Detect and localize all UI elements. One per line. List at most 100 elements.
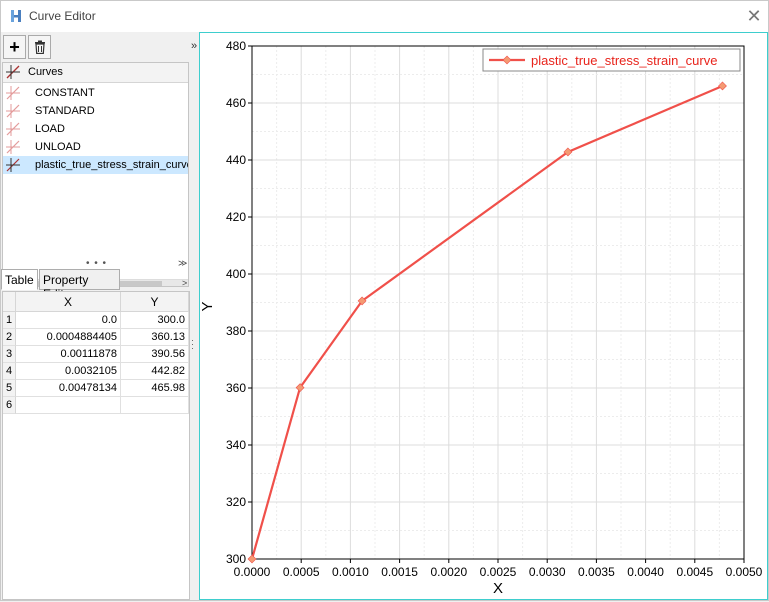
curve-label: UNLOAD bbox=[35, 141, 81, 153]
bottom-tabs: Table Property Editor bbox=[1, 269, 191, 301]
y-tick-label: 300 bbox=[226, 552, 246, 566]
close-button[interactable]: ✕ bbox=[741, 4, 767, 28]
table-row: 3 0.00111878 390.56 bbox=[3, 346, 189, 363]
y-tick-label: 440 bbox=[226, 153, 246, 167]
legend-label: plastic_true_stress_strain_curve bbox=[531, 53, 717, 68]
collapse-panel-icon[interactable]: » bbox=[191, 40, 198, 52]
curve-list-item[interactable]: plastic_true_stress_strain_curve bbox=[3, 156, 189, 174]
y-tick-label: 380 bbox=[226, 324, 246, 338]
window-title: Curve Editor bbox=[29, 9, 96, 23]
tab-table[interactable]: Table bbox=[1, 269, 38, 290]
table-row: 6 bbox=[3, 397, 189, 414]
cell-y[interactable]: 300.0 bbox=[121, 312, 189, 329]
x-tick-label: 0.0025 bbox=[480, 565, 517, 579]
y-tick-label: 400 bbox=[226, 267, 246, 281]
scroll-right-icon[interactable]: > bbox=[182, 278, 188, 287]
legend-box bbox=[482, 48, 741, 72]
add-curve-button[interactable]: + bbox=[3, 35, 26, 59]
curve-label: CONSTANT bbox=[35, 87, 95, 99]
column-header-x[interactable]: X bbox=[16, 292, 121, 312]
delete-curve-button[interactable] bbox=[28, 35, 51, 59]
legend-swatch-marker bbox=[502, 55, 512, 65]
curve-icon bbox=[6, 140, 20, 154]
trash-icon bbox=[34, 40, 45, 54]
row-index: 6 bbox=[3, 397, 16, 414]
tab-property-editor[interactable]: Property Editor bbox=[39, 269, 120, 301]
table-corner bbox=[3, 292, 16, 312]
cell-x[interactable]: 0.0 bbox=[16, 312, 121, 329]
cell-y[interactable]: 442.82 bbox=[121, 363, 189, 380]
curve-icon bbox=[6, 122, 20, 136]
curve-chart[interactable]: 0.0000 0.0005 0.0010 0.0015 0.0020 0.0025 0.00… bbox=[199, 33, 767, 599]
y-tick-label: 360 bbox=[226, 381, 246, 395]
data-point bbox=[247, 554, 257, 564]
left-panel: + » Curves bbox=[1, 32, 198, 600]
row-index: 4 bbox=[3, 363, 16, 380]
cell-y[interactable]: 390.56 bbox=[121, 346, 189, 363]
curve-icon bbox=[6, 158, 20, 172]
y-axis-label: Y bbox=[200, 301, 216, 311]
y-tick-label: 420 bbox=[226, 210, 246, 224]
y-tick-label: 460 bbox=[226, 96, 246, 110]
data-point bbox=[718, 81, 727, 91]
y-tick-label: 480 bbox=[226, 39, 246, 53]
data-point bbox=[295, 383, 305, 393]
column-header-y[interactable]: Y bbox=[121, 292, 189, 312]
curve-label: LOAD bbox=[35, 123, 65, 135]
x-tick-label: 0.0035 bbox=[578, 565, 615, 579]
cell-y[interactable]: 360.13 bbox=[121, 329, 189, 346]
y-tick-label: 340 bbox=[226, 438, 246, 452]
table-row: 5 0.00478134 465.98 bbox=[3, 380, 189, 397]
cell-x[interactable]: 0.0004884405 bbox=[16, 329, 121, 346]
splitter-handle[interactable]: • • • bbox=[86, 258, 108, 269]
expand-down-icon[interactable]: ≫ bbox=[178, 258, 188, 268]
vertical-splitter-icon[interactable]: · · · bbox=[191, 335, 194, 353]
x-tick-label: 0.0020 bbox=[430, 565, 467, 579]
table-row: 1 0.0 300.0 bbox=[3, 312, 189, 329]
row-index: 1 bbox=[3, 312, 16, 329]
curve-list-item[interactable]: CONSTANT bbox=[3, 84, 188, 102]
x-axis-label: X bbox=[493, 580, 503, 597]
x-tick-label: 0.0015 bbox=[381, 565, 418, 579]
row-index: 3 bbox=[3, 346, 16, 363]
title-bar: Curve Editor ✕ bbox=[1, 1, 768, 32]
curve-list-item[interactable]: UNLOAD bbox=[3, 138, 188, 156]
table-row: 2 0.0004884405 360.13 bbox=[3, 329, 189, 346]
curve-label: STANDARD bbox=[35, 105, 95, 117]
x-tick-label: 0.0005 bbox=[283, 565, 320, 579]
cell-x[interactable]: 0.00478134 bbox=[16, 380, 121, 397]
x-tick-label: 0.0050 bbox=[726, 565, 763, 579]
cell-x[interactable] bbox=[16, 397, 121, 414]
cell-x[interactable]: 0.00111878 bbox=[16, 346, 121, 363]
curve-list-item[interactable]: LOAD bbox=[3, 120, 188, 138]
cell-y[interactable] bbox=[121, 397, 189, 414]
cell-x[interactable]: 0.0032105 bbox=[16, 363, 121, 380]
data-table: X Y 1 0.0 300.0 2 0.0004884405 360.13 3 0.00111… bbox=[2, 291, 190, 600]
x-tick-label: 0.0000 bbox=[234, 565, 271, 579]
x-tick-label: 0.0045 bbox=[676, 565, 713, 579]
x-tick-label: 0.0010 bbox=[332, 565, 369, 579]
curve-header-icon bbox=[6, 65, 20, 79]
cell-y[interactable]: 465.98 bbox=[121, 380, 189, 397]
table-row: 4 0.0032105 442.82 bbox=[3, 363, 189, 380]
x-tick-label: 0.0030 bbox=[529, 565, 566, 579]
y-tick-label: 320 bbox=[226, 495, 246, 509]
curve-icon bbox=[6, 104, 20, 118]
curves-header-label: Curves bbox=[28, 66, 63, 78]
row-index: 5 bbox=[3, 380, 16, 397]
x-tick-label: 0.0040 bbox=[627, 565, 664, 579]
curves-list: Curves CONSTANT STANDARD LOAD UNLOAD plastic… bbox=[2, 62, 189, 287]
data-point bbox=[357, 296, 367, 306]
plus-icon: + bbox=[9, 36, 20, 57]
curve-toolbar: + » bbox=[3, 35, 197, 59]
curve-label: plastic_true_stress_strain_curve bbox=[35, 159, 189, 171]
hyperworks-h-icon bbox=[11, 10, 21, 22]
curve-list-item[interactable]: STANDARD bbox=[3, 102, 188, 120]
close-icon: ✕ bbox=[746, 5, 762, 26]
data-point bbox=[563, 147, 573, 157]
curves-header: Curves bbox=[3, 63, 188, 83]
plot-panel[interactable]: 0.0000 0.0005 0.0010 0.0015 0.0020 0.0025 0.00… bbox=[199, 32, 768, 600]
curve-icon bbox=[6, 86, 20, 100]
row-index: 2 bbox=[3, 329, 16, 346]
